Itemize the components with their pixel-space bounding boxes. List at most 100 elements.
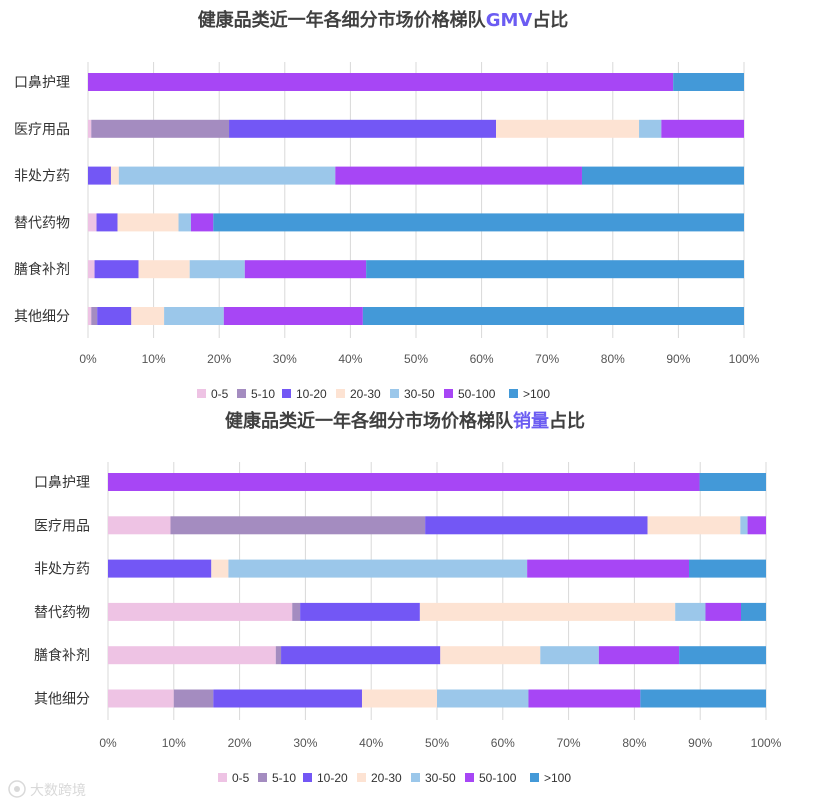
x-tick-label: 60%: [470, 352, 494, 366]
x-tick-label: 40%: [338, 352, 362, 366]
legend-label: >100: [523, 387, 550, 401]
category-label: 替代药物: [34, 605, 90, 621]
category-label: 非处方药: [14, 169, 70, 185]
chart-title: 健康品类近一年各细分市场价格梯队销量占比: [225, 410, 585, 432]
legend-label: 0-5: [211, 387, 229, 401]
bar-segment: [91, 307, 98, 325]
x-tick-label: 90%: [666, 352, 690, 366]
bar-segment: [699, 473, 766, 491]
bar-segment: [300, 602, 420, 621]
category-label: 口鼻护理: [34, 474, 90, 491]
x-tick-label: 10%: [142, 352, 166, 366]
bar-segment: [673, 73, 744, 91]
legend-label: 20-30: [350, 387, 381, 401]
bar-segment: [229, 119, 497, 138]
category-label: 膳食补剂: [14, 261, 70, 278]
legend-swatch: [197, 389, 206, 398]
bar-segment: [97, 307, 132, 325]
bar-segment: [740, 516, 748, 535]
legend-swatch: [465, 773, 474, 782]
x-tick-label: 100%: [751, 736, 782, 750]
legend-label: 30-50: [425, 771, 456, 785]
x-tick-label: 50%: [425, 736, 449, 750]
watermark: 大数跨境: [8, 780, 86, 799]
bar-segment: [110, 166, 119, 185]
x-tick-label: 10%: [162, 736, 186, 750]
bar-segment: [679, 646, 766, 665]
bar-segment: [91, 119, 230, 138]
bar-segment: [211, 559, 229, 578]
bar-segment: [540, 646, 599, 665]
x-tick-label: 80%: [622, 736, 646, 750]
x-tick-label: 0%: [79, 352, 97, 366]
bar-segment: [173, 689, 214, 708]
x-tick-label: 90%: [688, 736, 712, 750]
category-label: 膳食补剂: [34, 647, 90, 664]
bar-segment: [747, 516, 766, 535]
bar-segment: [496, 119, 640, 138]
bar-segment: [88, 260, 95, 279]
bar-segment: [228, 559, 528, 578]
x-tick-label: 30%: [273, 352, 297, 366]
bar-segment: [640, 689, 766, 708]
bar-segment: [108, 602, 293, 621]
bar-segment: [689, 559, 766, 578]
bar-segment: [88, 307, 92, 325]
legend-label: 10-20: [296, 387, 327, 401]
bar-segment: [108, 689, 174, 708]
x-tick-label: 70%: [557, 736, 581, 750]
bar-segment: [275, 646, 282, 665]
legend-swatch: [357, 773, 366, 782]
category-label: 其他细分: [34, 692, 90, 708]
bar-segment: [164, 307, 224, 325]
legend-swatch: [218, 773, 227, 782]
gmv-share-chart: 健康品类近一年各细分市场价格梯队GMV占比 0% 10% 20% 30% 40% 50% 60…: [14, 9, 760, 401]
category-label: 医疗用品: [34, 518, 90, 534]
bar-segment: [138, 260, 190, 279]
bar-segment: [740, 602, 766, 621]
legend-swatch: [258, 773, 267, 782]
x-tick-label: 60%: [491, 736, 515, 750]
legend-label: 0-5: [232, 771, 250, 785]
legend-swatch: [282, 389, 291, 398]
legend-label: >100: [544, 771, 571, 785]
bar-segment: [117, 213, 179, 232]
watermark-text: 大数跨境: [30, 783, 86, 799]
bar-segment: [189, 260, 245, 279]
bar-segment: [366, 260, 744, 279]
chart-title: 健康品类近一年各细分市场价格梯队GMV占比: [198, 9, 569, 31]
bar-segment: [178, 213, 191, 232]
sales-volume-share-chart: 健康品类近一年各细分市场价格梯队销量占比 0% 10% 20% 30% 40% 50% 60%…: [34, 410, 782, 785]
bar-segment: [213, 689, 362, 708]
legend-label: 50-100: [458, 387, 496, 401]
bar-segment: [96, 213, 118, 232]
bar-segment: [108, 516, 171, 535]
bar-segment: [88, 166, 111, 185]
chart-title-prefix: 健康品类近一年各细分市场价格梯队: [225, 410, 514, 432]
legend-swatch: [303, 773, 312, 782]
bar-segment: [131, 307, 165, 325]
bar-segment: [223, 307, 363, 325]
bar-segment: [170, 516, 426, 535]
legend-swatch: [509, 389, 518, 398]
legend-label: 5-10: [251, 387, 275, 401]
chart-title-prefix: 健康品类近一年各细分市场价格梯队: [198, 9, 487, 31]
bar-segment: [425, 516, 648, 535]
bar-segment: [94, 260, 139, 279]
bar-segment: [419, 602, 676, 621]
bar-segment: [361, 689, 437, 708]
x-tick-label: 0%: [99, 736, 117, 750]
category-label: 替代药物: [14, 215, 70, 231]
bar-segment: [661, 119, 744, 138]
legend-label: 20-30: [371, 771, 402, 785]
chart-title-suffix: 占比: [549, 410, 585, 432]
bar-segment: [528, 689, 641, 708]
legend-swatch: [530, 773, 539, 782]
bar-segment: [213, 213, 744, 232]
x-tick-label: 30%: [293, 736, 317, 750]
legend-label: 30-50: [404, 387, 435, 401]
legend-swatch: [336, 389, 345, 398]
bar-segment: [437, 689, 529, 708]
bar-segment: [527, 559, 690, 578]
